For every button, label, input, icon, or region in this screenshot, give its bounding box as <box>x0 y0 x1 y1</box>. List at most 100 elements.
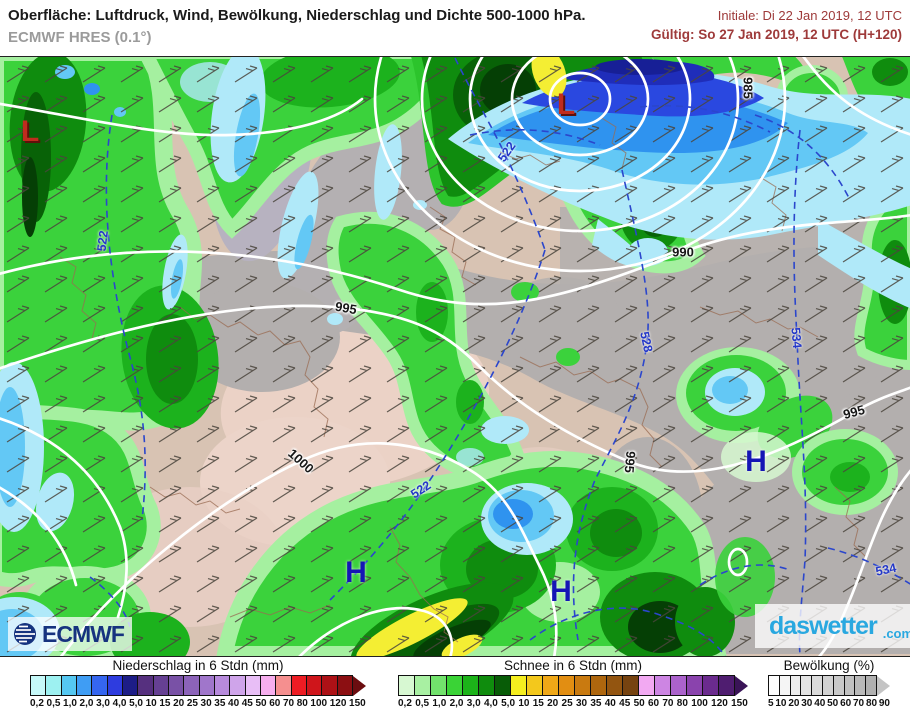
scale-label: 50 <box>827 698 839 709</box>
scale-label: 80 <box>676 698 688 709</box>
scale-swatch <box>719 676 734 695</box>
scale-swatch <box>337 676 352 695</box>
header: Oberfläche: Luftdruck, Wind, Bewölkung, … <box>0 0 910 56</box>
scale-label: 150 <box>349 698 366 709</box>
daswetter-logo[interactable]: daswetter .com <box>755 604 910 648</box>
scale-swatch <box>769 676 780 695</box>
isobar-label: 995 <box>841 401 867 423</box>
scale-label: 100 <box>691 698 708 709</box>
scale-label: 80 <box>865 698 878 709</box>
scale-label: 120 <box>711 698 728 709</box>
scale-swatch <box>153 676 169 695</box>
scale-swatch <box>230 676 246 695</box>
scale-label: 0,5 <box>46 698 61 709</box>
scale-swatch <box>61 676 77 695</box>
scale-labels: 0,2 0,5 1,0 2,0 3,0 4,0 5,0 10 15 20 25 30 35 40 45 50 6… <box>398 698 748 709</box>
scale-label: 15 <box>159 698 171 709</box>
valid-time: Gültig: So 27 Jan 2019, 12 UTC (H+120) <box>651 27 902 42</box>
scale-label: 100 <box>310 698 328 709</box>
scale-labels: 0,2 0,5 1,0 2,0 3,0 4,0 5,0 10 15 20 25 30 35 40 45 50 6… <box>30 698 366 709</box>
scale-swatch <box>322 676 338 695</box>
scale-label: 50 <box>255 698 267 709</box>
scale-label: 5 <box>768 698 774 709</box>
scale-swatch <box>447 676 463 695</box>
scale-swatch <box>184 676 200 695</box>
thickness-label: 534 <box>874 560 898 579</box>
scale-label: 35 <box>214 698 226 709</box>
map-graphic <box>0 57 910 656</box>
scale-label: 20 <box>547 698 559 709</box>
scale-label: 30 <box>801 698 813 709</box>
scale-label: 70 <box>662 698 674 709</box>
thickness-label: 534 <box>788 326 805 349</box>
map-label-layer: 985 990 995 1000 995 995 522 522 528 534 522 534 L L H… <box>0 57 910 656</box>
scale-swatch <box>511 676 527 695</box>
daswetter-logo-text: daswetter <box>769 611 878 640</box>
scale-swatch <box>779 676 791 695</box>
scale-label: 40 <box>814 698 826 709</box>
scale-label: 15 <box>532 698 544 709</box>
isobar-label: 985 <box>740 77 756 99</box>
thickness-label: 522 <box>94 229 111 253</box>
scale-label: 40 <box>228 698 240 709</box>
scale-label: 25 <box>561 698 573 709</box>
scale-swatch <box>199 676 215 695</box>
scale-swatch <box>543 676 559 695</box>
scale-swatch <box>607 676 623 695</box>
scale-swatch <box>703 676 719 695</box>
scale-swatch <box>559 676 575 695</box>
high-pressure-marker: H <box>345 556 367 589</box>
scale-swatch <box>276 676 292 695</box>
color-scale <box>398 675 735 696</box>
scale-swatch <box>291 676 307 695</box>
init-time: Initiale: Di 22 Jan 2019, 12 UTC <box>717 8 902 23</box>
legend-snow: Schnee in 6 Stdn (mm) 0,2 0,5 1,0 2,0 3,0 4,0… <box>398 658 748 709</box>
scale-label: 0,5 <box>415 698 430 709</box>
scale-label: 20 <box>788 698 800 709</box>
legend-bar: Niederschlag in 6 Stdn (mm) 0,2 0,5 1,0 2,0… <box>0 657 910 710</box>
scale-label: 80 <box>296 698 308 709</box>
scale-swatch <box>575 676 591 695</box>
color-scale <box>30 675 353 696</box>
globe-stripes-icon <box>14 623 36 645</box>
scale-label: 5,0 <box>129 698 143 709</box>
scale-swatch <box>495 676 511 695</box>
ecmwf-logo[interactable]: ECMWF <box>8 617 132 651</box>
scale-label: 10 <box>775 698 787 709</box>
scale-label: 25 <box>186 698 198 709</box>
scale-arrow <box>735 675 748 696</box>
scale-label: 150 <box>731 698 748 709</box>
scale-label: 35 <box>590 698 602 709</box>
scale-label: 1,0 <box>432 698 447 709</box>
wind-barbs <box>0 57 910 656</box>
scale-swatch <box>479 676 495 695</box>
scale-swatch <box>92 676 108 695</box>
isobars <box>0 57 910 656</box>
daswetter-logo-tld: .com <box>882 626 910 641</box>
low-pressure-marker: L <box>20 115 40 148</box>
scale-swatch <box>31 676 47 695</box>
thickness-label: 528 <box>637 330 656 354</box>
thickness-label: 522 <box>495 139 519 165</box>
scale-swatch <box>591 676 607 695</box>
scale-swatch <box>801 676 813 695</box>
scale-label: 0,2 <box>398 698 412 709</box>
scale-swatch <box>260 676 277 695</box>
scale-swatch <box>833 676 845 695</box>
scale-swatch <box>76 676 93 695</box>
scale-label: 30 <box>575 698 588 709</box>
scale-swatch <box>214 676 231 695</box>
scale-swatch <box>245 676 261 695</box>
scale-label: 70 <box>282 698 295 709</box>
thickness-lines <box>89 57 910 656</box>
scale-swatch <box>431 676 447 695</box>
scale-swatch <box>527 676 543 695</box>
scale-label: 60 <box>840 698 852 709</box>
scale-label: 1,0 <box>63 698 77 709</box>
scale-label: 45 <box>619 698 631 709</box>
scale-label: 45 <box>241 698 253 709</box>
legend-title: Bewölkung (%) <box>783 658 875 673</box>
isobar-label: 995 <box>621 450 639 474</box>
scale-swatch <box>138 676 154 695</box>
scale-label: 4,0 <box>112 698 127 709</box>
